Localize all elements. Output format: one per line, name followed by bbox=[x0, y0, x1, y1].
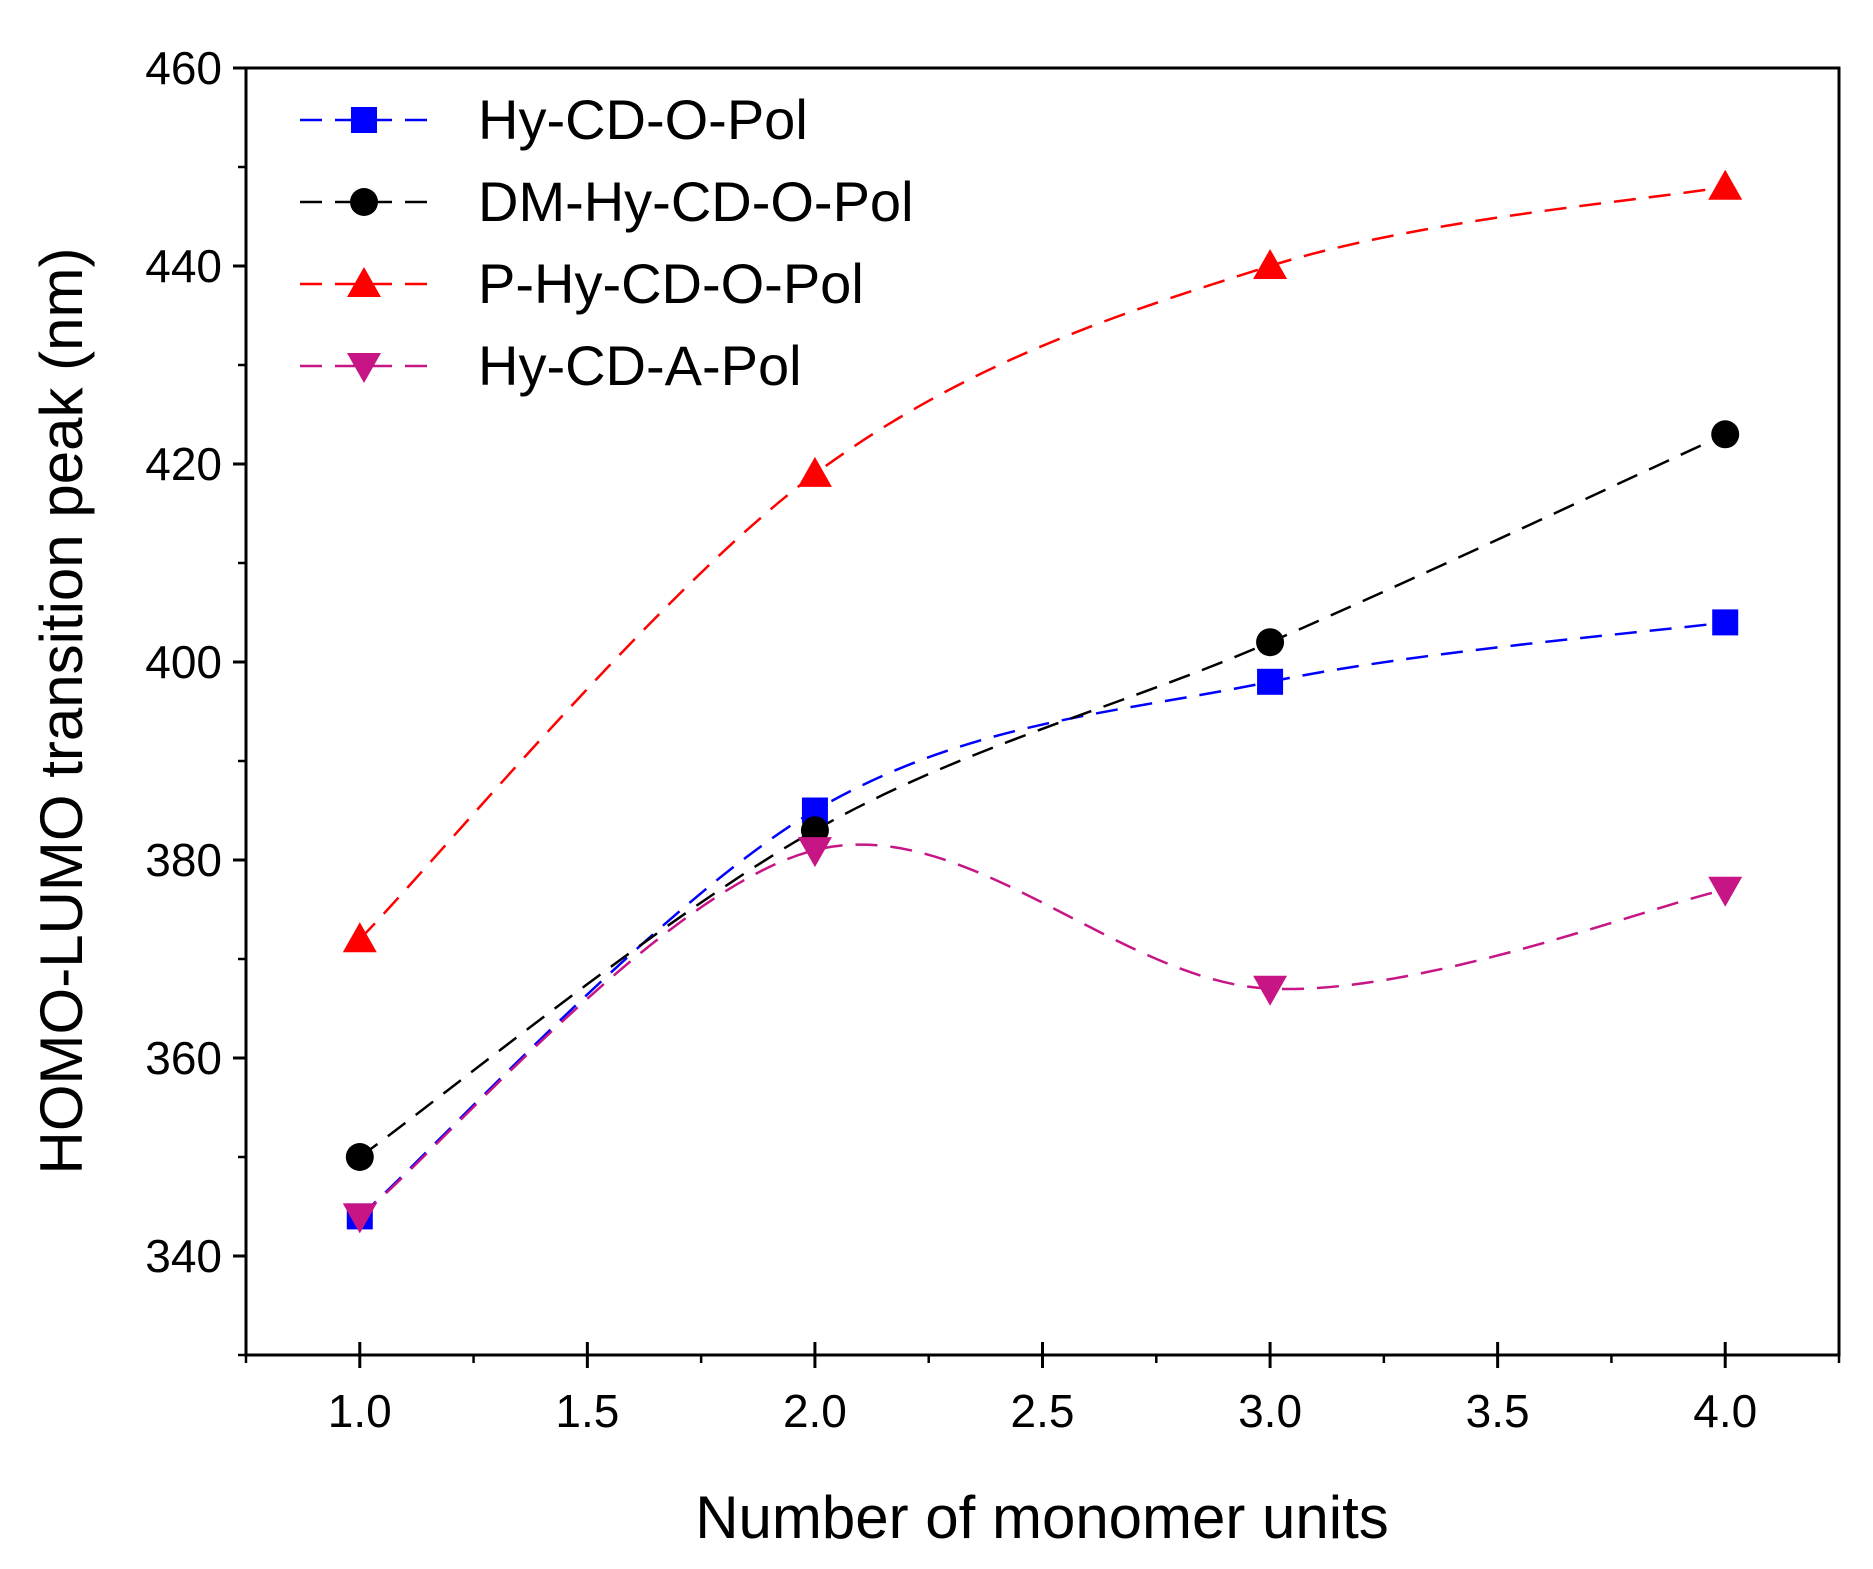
data-point-p-hy-cd-o-pol-1 bbox=[342, 922, 377, 953]
x-tick-label: 1.5 bbox=[555, 1385, 619, 1437]
legend-label-p-hy-cd-o-pol: P-Hy-CD-O-Pol bbox=[478, 252, 864, 315]
x-tick-label: 2.0 bbox=[783, 1385, 847, 1437]
data-point-p-hy-cd-o-pol-2 bbox=[797, 456, 832, 487]
x-axis-title: Number of monomer units bbox=[695, 1484, 1389, 1551]
data-point-hy-cd-o-pol-3 bbox=[1257, 668, 1284, 695]
legend-marker-hy-cd-a-pol bbox=[347, 353, 381, 383]
data-point-p-hy-cd-o-pol-3 bbox=[1253, 249, 1288, 279]
y-tick-label: 460 bbox=[145, 42, 222, 94]
x-tick-label: 3.5 bbox=[1466, 1385, 1530, 1437]
x-tick-label: 3.0 bbox=[1238, 1385, 1302, 1437]
legend-label-hy-cd-o-pol: Hy-CD-O-Pol bbox=[478, 88, 808, 151]
series-line-p-hy-cd-o-pol bbox=[358, 185, 1726, 941]
data-point-hy-cd-a-pol-1 bbox=[342, 1203, 377, 1234]
y-axis-title: HOMO-LUMO transition peak (nm) bbox=[28, 248, 95, 1175]
data-point-dm-hy-cd-o-pol-3 bbox=[1256, 628, 1285, 657]
y-tick-label: 340 bbox=[145, 1230, 222, 1282]
legend-marker-p-hy-cd-o-pol bbox=[347, 267, 381, 297]
data-point-dm-hy-cd-o-pol-1 bbox=[345, 1143, 374, 1171]
y-tick-label: 440 bbox=[145, 240, 222, 292]
legend-marker-dm-hy-cd-o-pol bbox=[350, 188, 378, 216]
series-line-hy-cd-a-pol bbox=[359, 843, 1726, 1218]
y-tick-label: 420 bbox=[145, 438, 222, 490]
data-point-hy-cd-a-pol-4 bbox=[1708, 876, 1743, 907]
legend-label-dm-hy-cd-o-pol: DM-Hy-CD-O-Pol bbox=[478, 170, 914, 233]
markers-layer bbox=[342, 169, 1743, 1234]
x-tick-label: 2.5 bbox=[1011, 1385, 1075, 1437]
data-point-hy-cd-a-pol-2 bbox=[797, 837, 832, 868]
data-point-hy-cd-a-pol-3 bbox=[1253, 975, 1288, 1006]
data-point-dm-hy-cd-o-pol-4 bbox=[1711, 420, 1740, 449]
legend: Hy-CD-O-Pol DM-Hy-CD-O-Pol P-Hy-CD-O-Pol Hy… bbox=[300, 88, 914, 397]
x-tick-label: 4.0 bbox=[1693, 1385, 1757, 1437]
y-tick-label: 380 bbox=[145, 834, 222, 886]
legend-label-hy-cd-a-pol: Hy-CD-A-Pol bbox=[478, 334, 802, 397]
x-axis-ticks: 1.0 1.5 2.0 2.5 3.0 3.5 4.0 bbox=[244, 1342, 1841, 1437]
series-line-hy-cd-o-pol bbox=[358, 621, 1726, 1218]
series-line-dm-hy-cd-o-pol bbox=[359, 433, 1726, 1159]
y-axis-ticks: 340 360 380 400 420 440 460 bbox=[145, 42, 246, 1357]
x-tick-label: 1.0 bbox=[328, 1385, 392, 1437]
data-point-hy-cd-o-pol-4 bbox=[1712, 609, 1739, 636]
legend-marker-hy-cd-o-pol bbox=[351, 107, 377, 133]
series-layer bbox=[358, 185, 1726, 1218]
data-point-p-hy-cd-o-pol-4 bbox=[1708, 169, 1743, 200]
y-tick-label: 360 bbox=[145, 1032, 222, 1084]
y-tick-label: 400 bbox=[145, 636, 222, 688]
